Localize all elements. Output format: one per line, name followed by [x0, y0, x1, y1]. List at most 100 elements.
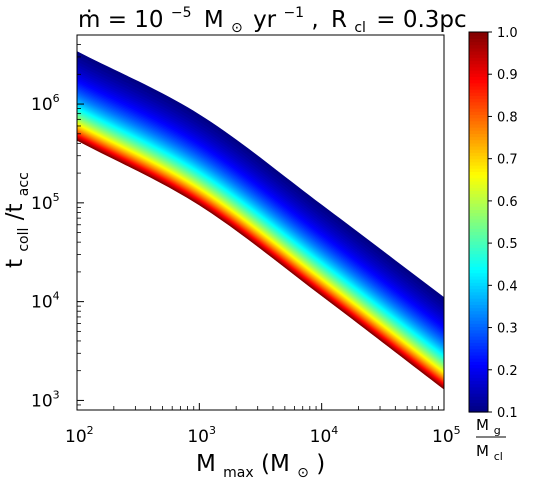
x-axis-ticks: 102 103 104 105 [65, 403, 461, 447]
colorbar-segment [469, 336, 488, 340]
colorbar-segment [469, 329, 488, 334]
colorbar-segment [469, 82, 488, 87]
colorbar-segment [469, 165, 488, 169]
colorbar-segment [469, 38, 488, 43]
y-axis-label: t coll /t acc [2, 172, 34, 268]
x-tick-label: 103 [187, 424, 216, 447]
colorbar-segment [469, 158, 488, 163]
colorbar-segment [469, 339, 488, 343]
colorbar-segment [469, 389, 488, 394]
colorbar-tick-label: 0.1 [497, 406, 518, 421]
colorbar-segment [469, 180, 488, 185]
colorbar-segment [469, 174, 488, 179]
colorbar-segment [469, 212, 488, 217]
colorbar-tick-label: 0.7 [497, 153, 518, 168]
colorbar-segment [469, 396, 488, 400]
colorbar-segment [469, 111, 488, 115]
colorbar-segment [469, 70, 488, 74]
colorbar-segment [469, 323, 488, 328]
colorbar-segment [469, 215, 488, 220]
colorbar-segment [469, 60, 488, 65]
colorbar-segment [469, 351, 488, 356]
colorbar-segment [469, 95, 488, 100]
colorbar: 0.1 0.2 0.3 0.4 0.5 0.6 0.7 0.8 0.9 1.0 M g M cl [468, 26, 518, 463]
colorbar-segment [469, 326, 488, 331]
colorbar-segment [469, 41, 488, 46]
colorbar-segment [469, 247, 488, 252]
colorbar-segment [469, 57, 488, 62]
colorbar-gradient [469, 32, 488, 413]
colorbar-segment [469, 405, 488, 410]
plot-frame [76, 34, 445, 411]
plot-bands [76, 51, 445, 390]
colorbar-segment [469, 63, 488, 68]
colorbar-segment [469, 184, 488, 188]
colorbar-segment [469, 272, 488, 277]
colorbar-segment [469, 155, 488, 160]
colorbar-segment [469, 133, 488, 138]
colorbar-segment [469, 263, 488, 267]
colorbar-segment [469, 383, 488, 388]
colorbar-segment [469, 203, 488, 207]
colorbar-segment [469, 234, 488, 239]
svg-text:M g: M g [476, 416, 501, 437]
colorbar-segment [469, 370, 488, 375]
y-tick-label: 103 [31, 388, 60, 411]
colorbar-segment [469, 127, 488, 131]
colorbar-segment [469, 377, 488, 381]
colorbar-segment [469, 199, 488, 204]
x-tick-label: 102 [65, 424, 94, 447]
y-axis-ticks: 103 104 105 106 [31, 44, 84, 411]
colorbar-tick-label: 1.0 [497, 26, 518, 41]
colorbar-label: M g M cl [476, 416, 506, 463]
colorbar-segment [469, 177, 488, 182]
colorbar-segment [469, 320, 488, 324]
colorbar-segment [469, 367, 488, 372]
colorbar-segment [469, 386, 488, 391]
colorbar-segment [469, 228, 488, 233]
colorbar-segment [469, 250, 488, 255]
colorbar-segment [469, 364, 488, 369]
colorbar-segment [469, 304, 488, 309]
colorbar-segment [469, 374, 488, 378]
colorbar-segment [469, 345, 488, 350]
colorbar-segment [469, 130, 488, 134]
colorbar-segment [469, 310, 488, 315]
colorbar-segment [469, 298, 488, 302]
colorbar-segment [469, 288, 488, 293]
colorbar-segment [469, 76, 488, 81]
colorbar-segment [469, 196, 488, 201]
colorbar-segment [469, 266, 488, 271]
colorbar-segment [469, 161, 488, 166]
colorbar-segment [469, 73, 488, 77]
y-tick-label: 104 [31, 290, 60, 313]
colorbar-segment [469, 117, 488, 122]
colorbar-segment [469, 123, 488, 128]
colorbar-segment [469, 294, 488, 299]
colorbar-segment [469, 279, 488, 283]
colorbar-segment [469, 209, 488, 214]
x-axis-label: M max (M ⊙ ) [196, 451, 325, 478]
colorbar-segment [469, 152, 488, 157]
colorbar-segment [469, 149, 488, 153]
colorbar-ticks: 0.1 0.2 0.3 0.4 0.5 0.6 0.7 0.8 0.9 1.0 [488, 26, 518, 421]
colorbar-segment [469, 301, 488, 305]
colorbar-segment [469, 142, 488, 147]
colorbar-segment [469, 146, 488, 150]
colorbar-segment [469, 241, 488, 245]
colorbar-segment [469, 399, 488, 404]
colorbar-segment [469, 225, 488, 229]
colorbar-segment [469, 222, 488, 226]
colorbar-segment [469, 190, 488, 195]
colorbar-segment [469, 66, 488, 71]
y-tick-label: 105 [31, 191, 60, 214]
colorbar-segment [469, 139, 488, 144]
colorbar-tick-label: 0.5 [497, 237, 518, 252]
colorbar-segment [469, 193, 488, 198]
colorbar-segment [469, 218, 488, 223]
colorbar-frame [468, 31, 489, 413]
colorbar-tick-label: 0.3 [497, 322, 518, 337]
colorbar-segment [469, 89, 488, 93]
colorbar-segment [469, 120, 488, 125]
colorbar-tick-label: 0.9 [497, 68, 518, 83]
